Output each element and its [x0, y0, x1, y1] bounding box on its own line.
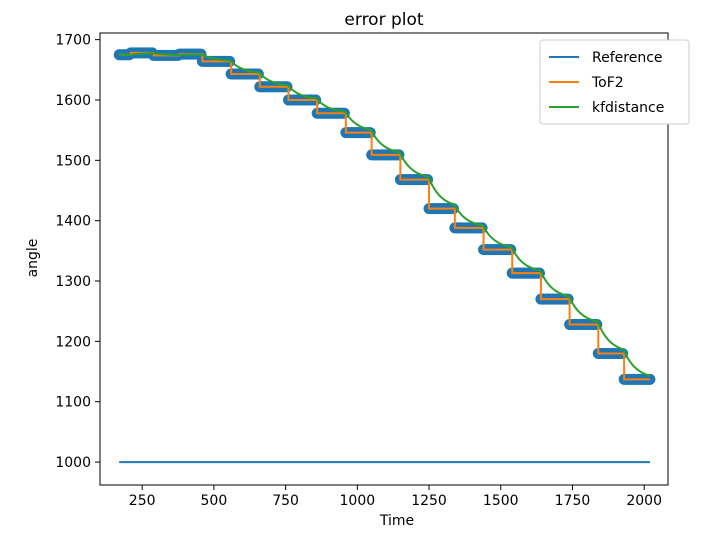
- x-tick-label: 1750: [555, 493, 591, 509]
- axes-frame: [99, 32, 669, 486]
- legend: Reference ToF2 kfdistance: [539, 39, 690, 125]
- chart-title: error plot: [344, 10, 423, 30]
- y-tick-label: 1600: [55, 93, 91, 109]
- x-tick-label: 1250: [411, 493, 447, 509]
- plot-area: [113, 47, 656, 464]
- y-tick-label: 1200: [55, 334, 91, 350]
- y-axis-label: angle: [25, 239, 41, 278]
- x-axis-label: Time: [379, 513, 414, 529]
- y-tick-label: 1000: [55, 455, 91, 471]
- x-tick-label: 500: [201, 493, 228, 509]
- legend-label-reference: Reference: [592, 50, 663, 66]
- y-tick-label: 1500: [55, 153, 91, 169]
- legend-frame: [539, 39, 690, 125]
- y-axis: 1000 1100 1200 1300 1400 1500 1600 1700: [55, 33, 100, 471]
- x-tick-label: 750: [272, 493, 299, 509]
- x-tick-label: 1500: [483, 493, 519, 509]
- x-tick-label: 2000: [626, 493, 662, 509]
- y-tick-label: 1400: [55, 214, 91, 230]
- y-tick-label: 1700: [55, 33, 91, 49]
- x-axis: 250 500 750 1000 1250 1500 1750 2000: [129, 485, 662, 509]
- x-tick-label: 250: [129, 493, 156, 509]
- legend-label-kfdistance: kfdistance: [592, 100, 664, 116]
- x-tick-label: 1000: [340, 493, 376, 509]
- kfdistance-line: [119, 52, 651, 377]
- legend-label-tof2: ToF2: [591, 75, 624, 91]
- y-tick-label: 1100: [55, 395, 91, 411]
- y-tick-label: 1300: [55, 274, 91, 290]
